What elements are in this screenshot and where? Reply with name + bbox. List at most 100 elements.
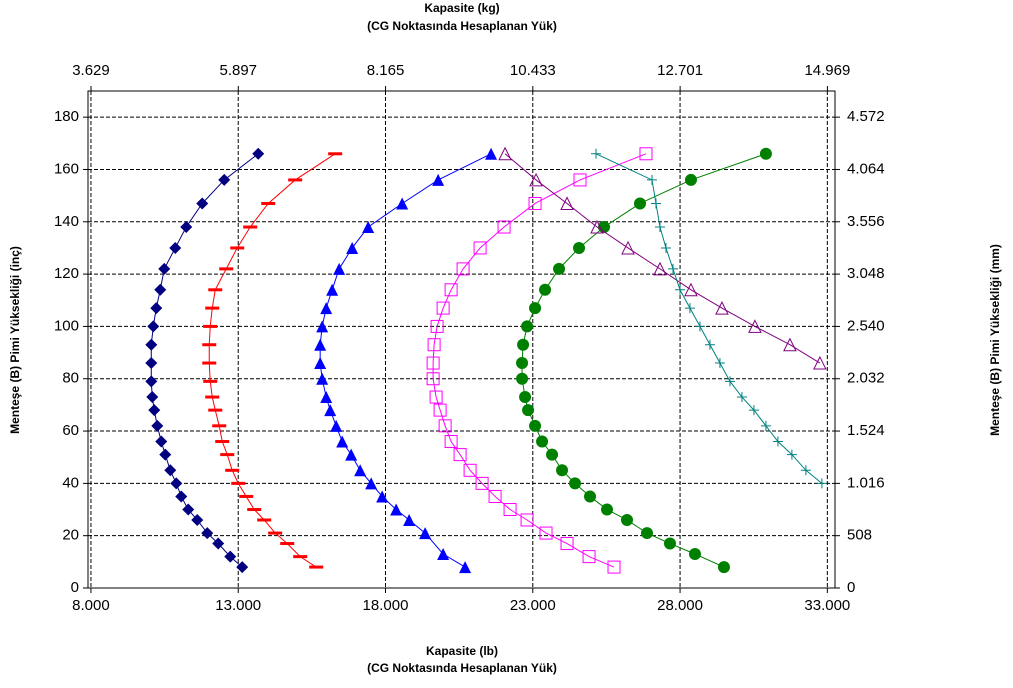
marker [519, 391, 532, 404]
marker [560, 196, 574, 210]
marker [736, 392, 747, 403]
marker [714, 358, 725, 369]
marker [316, 372, 329, 385]
marker [203, 379, 218, 383]
marker [220, 453, 235, 457]
marker [654, 222, 665, 233]
marker [155, 435, 168, 448]
marker [169, 241, 182, 254]
marker [328, 152, 343, 156]
marker [475, 476, 489, 490]
x2-tick-label: 5.897 [219, 62, 257, 79]
y-tick-label: 140 [54, 213, 79, 230]
marker [800, 465, 811, 476]
marker [330, 419, 343, 432]
x2-tick-label: 3.629 [72, 62, 110, 79]
x2-tick-label: 10.433 [510, 62, 556, 79]
marker [432, 173, 445, 186]
marker [145, 357, 158, 370]
marker [444, 283, 458, 297]
marker [783, 337, 797, 352]
marker [704, 339, 715, 350]
series-line [432, 153, 647, 568]
marker [529, 302, 542, 315]
marker [191, 513, 204, 526]
marker [159, 448, 172, 461]
y2-tick-label: 3.048 [847, 265, 885, 282]
marker [748, 405, 759, 416]
marker [715, 300, 729, 315]
x-tick-label: 8.000 [72, 597, 110, 614]
marker [503, 503, 517, 517]
marker [419, 527, 432, 540]
marker [590, 219, 604, 234]
marker [485, 147, 498, 160]
marker [203, 324, 218, 328]
marker [426, 372, 440, 386]
marker [573, 173, 587, 187]
y2-tick-label: 4.064 [847, 160, 885, 177]
marker [569, 477, 582, 490]
marker [539, 283, 552, 296]
marker [748, 319, 762, 333]
marker [553, 262, 566, 275]
marker [202, 343, 217, 347]
marker [684, 173, 697, 186]
marker [346, 241, 359, 254]
marker [444, 435, 458, 449]
marker [646, 174, 657, 185]
marker [488, 489, 502, 503]
marker [653, 261, 667, 276]
marker [684, 303, 695, 314]
y-tick-label: 120 [54, 265, 79, 282]
marker [225, 468, 240, 472]
marker [333, 262, 346, 275]
bottom-axis-title: Kapasite (lb) [426, 644, 498, 658]
x-tick-label: 28.000 [657, 597, 703, 614]
marker [663, 537, 676, 550]
marker [316, 320, 329, 333]
marker [498, 146, 512, 161]
marker [280, 542, 295, 546]
marker [320, 302, 333, 315]
marker [528, 196, 542, 210]
marker [641, 527, 654, 540]
marker [150, 302, 163, 315]
marker [396, 197, 409, 210]
marker [309, 565, 324, 569]
marker [154, 283, 167, 296]
y2-tick-label: 508 [847, 527, 872, 544]
marker [456, 262, 470, 276]
marker [212, 537, 225, 550]
x-tick-label: 33.000 [804, 597, 850, 614]
x-tick-label: 18.000 [363, 597, 409, 614]
marker [660, 242, 671, 253]
marker [320, 391, 333, 404]
marker [215, 440, 230, 444]
y-tick-label: 0 [71, 579, 79, 596]
marker [257, 518, 272, 522]
marker [218, 173, 231, 186]
marker [516, 372, 529, 385]
marker [459, 561, 472, 574]
x-tick-label: 13.000 [215, 597, 261, 614]
marker [437, 547, 450, 560]
marker [236, 561, 249, 574]
marker [354, 464, 367, 477]
y-tick-label: 180 [54, 108, 79, 125]
marker [231, 481, 246, 485]
marker [429, 390, 443, 404]
marker [433, 403, 447, 417]
marker [147, 320, 160, 333]
marker [376, 490, 389, 503]
y-tick-label: 100 [54, 317, 79, 334]
marker [634, 197, 647, 210]
marker [314, 338, 327, 351]
marker [288, 178, 303, 182]
marker [717, 561, 730, 574]
top-axis-title: Kapasite (kg) [424, 1, 499, 15]
marker [667, 263, 678, 274]
y-tick-label: 60 [62, 422, 79, 439]
marker [205, 306, 220, 310]
marker [621, 240, 635, 255]
